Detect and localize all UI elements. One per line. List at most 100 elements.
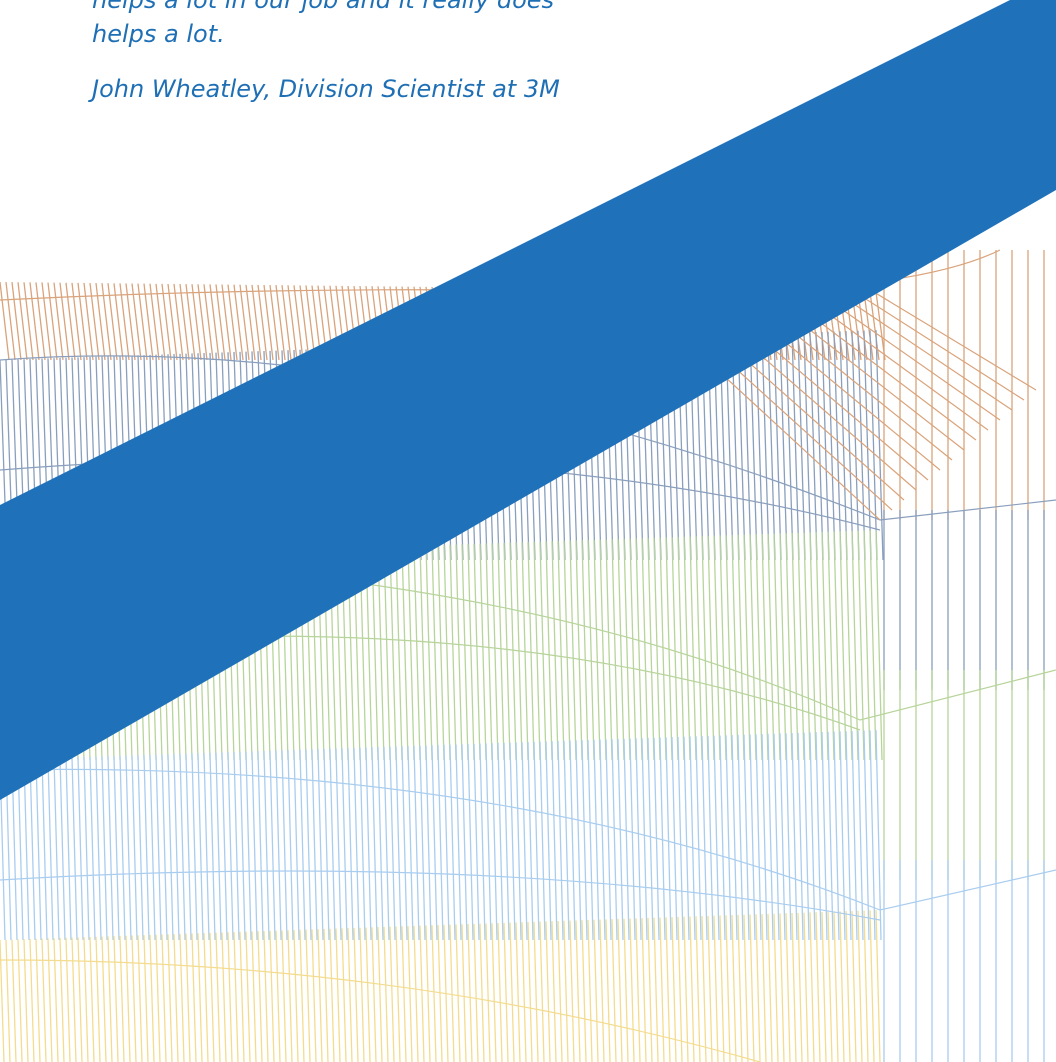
mesh-strand [467, 544, 475, 761]
mesh-strand [377, 747, 384, 941]
mesh-strand [101, 936, 107, 1062]
mesh-strand [575, 540, 583, 761]
mesh-strand [629, 738, 636, 941]
mesh-strand [29, 282, 40, 361]
mesh-strand [155, 754, 162, 941]
mesh-strand [203, 284, 214, 361]
mesh-strand [515, 742, 522, 941]
mesh-strand [443, 544, 451, 761]
mesh-strand [575, 920, 581, 1062]
mesh-strand [497, 743, 504, 941]
mesh-strand [377, 547, 385, 761]
mesh-strand [353, 927, 359, 1062]
mesh-strand [563, 540, 571, 761]
mesh-strand [803, 912, 809, 1062]
mesh-strand [371, 747, 378, 941]
mesh-strand [665, 537, 673, 761]
mesh-strand [77, 282, 88, 361]
mesh-strand [143, 283, 154, 361]
mesh-strand [47, 282, 58, 361]
mesh-strand [749, 914, 755, 1062]
quote-block: helps a lot in our job and it really doe… [92, 0, 732, 106]
mesh-strand [281, 750, 288, 941]
mesh-strand [119, 755, 126, 941]
mesh-strand [689, 916, 695, 1062]
mesh-strand [143, 935, 149, 1062]
mesh-strand [749, 534, 757, 761]
mesh-strand [821, 331, 830, 561]
mesh-strand [731, 915, 737, 1062]
mesh-strand [239, 931, 245, 1062]
mesh-strand [449, 924, 455, 1062]
mesh-strand [473, 543, 481, 761]
mesh-strand [5, 281, 16, 361]
mesh-strand [713, 535, 721, 761]
mesh-strand [539, 541, 547, 761]
mesh-strand [233, 752, 240, 941]
mesh-strand [647, 537, 655, 761]
mesh-strand [185, 933, 191, 1062]
mesh-strand [695, 536, 703, 761]
mesh-strand [5, 939, 11, 1062]
mesh-strand [227, 932, 233, 1062]
mesh-strand [863, 530, 871, 761]
mesh-strand [167, 934, 173, 1062]
mesh-strand [83, 757, 90, 941]
mesh-strand [851, 530, 859, 761]
mesh-strand [347, 748, 354, 941]
mesh-strand [701, 736, 708, 941]
mesh-strand [269, 930, 275, 1062]
mesh-strand [689, 736, 696, 941]
mesh-strand [599, 919, 605, 1062]
mesh-strand [179, 753, 186, 941]
mesh-strand [791, 532, 799, 761]
mesh-strand [311, 929, 317, 1062]
mesh-strand [743, 534, 751, 761]
mesh-strand [785, 333, 794, 561]
mesh-strand [545, 741, 552, 941]
mesh-strand [371, 927, 377, 1062]
mesh-strand [605, 539, 613, 761]
mesh-strand [365, 927, 371, 1062]
mesh-strand [107, 283, 118, 361]
mesh-strand [797, 732, 804, 941]
mesh-strand [347, 928, 353, 1062]
mesh-strand [863, 330, 872, 561]
mesh-strand [557, 740, 564, 941]
mesh-strand [455, 544, 463, 761]
mesh-strand [863, 291, 874, 361]
mesh-strand [131, 935, 137, 1062]
mesh-strand [647, 737, 654, 941]
mesh-strand [137, 755, 144, 941]
mesh-strand [419, 745, 426, 941]
mesh-strand [623, 738, 630, 941]
mesh-strand [617, 538, 625, 761]
mesh-strand [659, 737, 666, 941]
mesh-strand [467, 744, 474, 941]
mesh-strand [593, 919, 599, 1062]
mesh-strand [401, 546, 409, 761]
mesh-strand [299, 929, 305, 1062]
mesh-strand [611, 739, 618, 941]
mesh-strand [635, 918, 641, 1062]
mesh-strand [773, 333, 782, 561]
quote-attribution: John Wheatley, Division Scientist at 3M [92, 75, 560, 103]
mesh-strand [869, 910, 875, 1062]
mesh-strand [47, 758, 54, 941]
mesh-strand [335, 748, 342, 941]
mesh-strand [275, 750, 282, 941]
mesh-strand [59, 282, 70, 361]
mesh-strand [17, 759, 24, 941]
mesh-strand [287, 750, 294, 941]
mesh-strand [725, 915, 731, 1062]
mesh-strand [65, 282, 76, 361]
mesh-strand [569, 740, 576, 941]
mesh-strand [707, 535, 715, 761]
mesh-strand [29, 758, 36, 941]
mesh-strand [125, 283, 136, 361]
mesh-strand [779, 733, 786, 941]
mesh-strand [737, 534, 745, 761]
mesh-strand [779, 533, 787, 761]
mesh-strand [293, 929, 299, 1062]
mesh-strand [857, 530, 865, 761]
